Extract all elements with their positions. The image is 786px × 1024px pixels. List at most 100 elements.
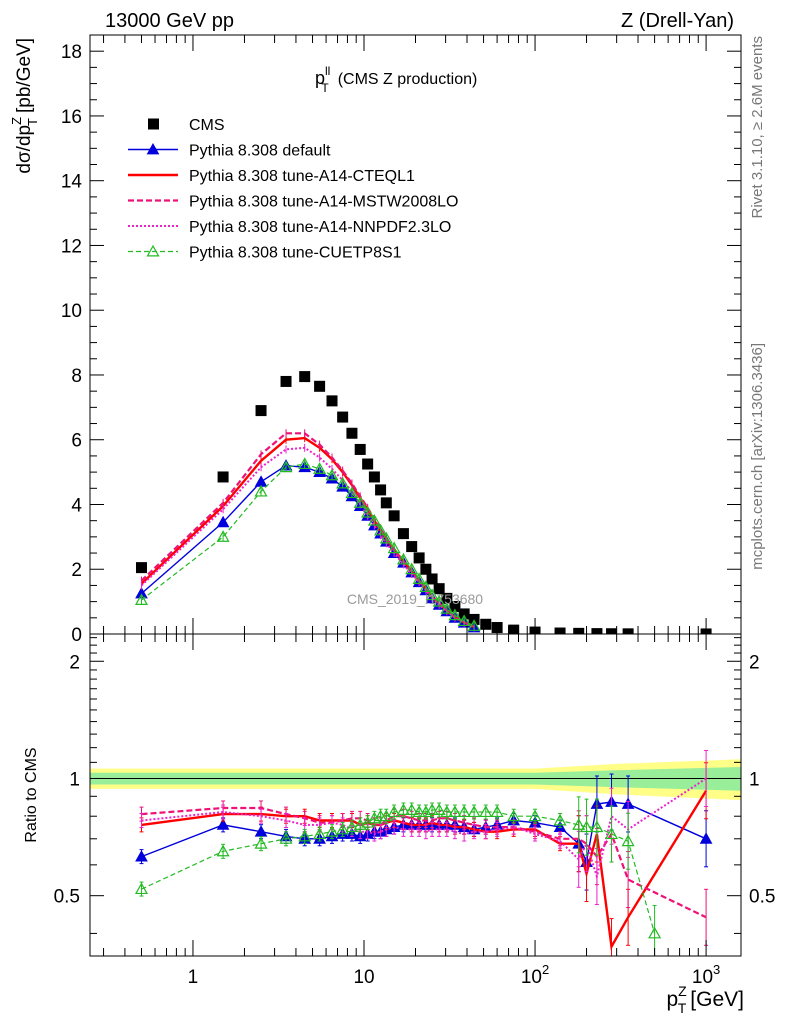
marker-cuetp xyxy=(313,462,327,474)
data-point-cms xyxy=(606,628,618,634)
marker-cuetp xyxy=(361,505,375,518)
ratio-marker-cuetp xyxy=(279,832,293,844)
main-y-label-units: [pb/GeV] xyxy=(14,38,35,113)
x-tick-label: 1 xyxy=(188,967,199,988)
data-point-cms xyxy=(368,471,380,483)
y-tick-label: 14 xyxy=(61,172,83,193)
plot-title-sub: T xyxy=(321,81,329,95)
header-left: 13000 GeV pp xyxy=(105,10,234,32)
series-cuetp xyxy=(134,457,481,631)
ratio-marker-cuetp xyxy=(336,822,350,835)
legend-label-data: CMS xyxy=(189,117,225,134)
data-point-cms xyxy=(280,375,292,387)
marker-cuetp xyxy=(425,588,439,601)
data-point-cms xyxy=(591,628,603,634)
main-plot-area xyxy=(134,371,712,634)
marker-cuetp xyxy=(448,608,462,621)
ratio-y-tick-label: 2 xyxy=(69,652,80,673)
main-y-axis: 0 2 4 6 8 10 12 14 16 18 xyxy=(61,34,741,646)
marker-cuetp xyxy=(405,562,419,575)
data-point-cms xyxy=(397,528,409,540)
marker-cuetp xyxy=(367,513,381,526)
y-tick-label: 4 xyxy=(71,495,82,516)
data-point-cms xyxy=(426,573,438,585)
ratio-marker-default xyxy=(699,832,713,844)
data-point-cms xyxy=(135,562,147,574)
legend-entry-mstw: Pythia 8.308 tune-A14-MSTW2008LO xyxy=(128,194,458,211)
legend-entry-data: CMS xyxy=(148,117,225,134)
ratio-marker-cuetp xyxy=(405,803,419,815)
data-point-cms xyxy=(375,484,387,496)
marker-default xyxy=(216,515,230,528)
ratio-marker-cuetp xyxy=(361,815,375,828)
legend-marker-cms xyxy=(148,118,159,130)
legend-marker-default xyxy=(146,142,160,155)
legend-entry-cteql1: Pythia 8.308 tune-A14-CTEQL1 xyxy=(128,168,415,185)
data-point-cms xyxy=(326,395,338,407)
data-point-cms xyxy=(458,608,470,620)
y-tick-label: 6 xyxy=(71,431,82,452)
ratio-marker-cuetp xyxy=(507,809,521,822)
plot-title-rest: (CMS Z production) xyxy=(338,71,478,88)
ratio-marker-cuetp xyxy=(425,803,439,815)
data-point-cms xyxy=(354,443,366,455)
data-point-cms xyxy=(314,380,326,392)
x-label-main: p xyxy=(666,988,678,1011)
ratio-y-tick-label: 0.5 xyxy=(54,887,80,908)
x-label-units: [GeV] xyxy=(690,988,744,1011)
main-y-label-sub: T xyxy=(25,118,40,126)
main-y-label-main: dσ/dp xyxy=(14,125,35,174)
marker-cuetp xyxy=(412,572,426,584)
ratio-line-cteql1 xyxy=(141,790,708,951)
marker-cuetp xyxy=(396,552,410,565)
data-point-cms xyxy=(388,510,400,522)
x-tick-label: 102 xyxy=(521,962,549,988)
ratio-marker-cuetp xyxy=(448,805,462,818)
plot-title-main: p xyxy=(315,68,325,88)
ratio-marker-cuetp xyxy=(440,805,454,818)
marker-cuetp xyxy=(134,593,149,606)
legend-entry-default: Pythia 8.308 default xyxy=(128,143,331,160)
legend: CMS Pythia 8.308 default Pythia 8.308 tune… xyxy=(128,117,458,262)
legend-label-nnpdf: Pythia 8.308 tune-A14-NNPDF2.3LO xyxy=(189,219,451,236)
ratio-marker-cuetp xyxy=(490,805,504,818)
main-y-axis-label: dσ/dpZT [pb/GeV] xyxy=(9,38,40,174)
ratio-marker-cuetp xyxy=(387,805,401,818)
ratio-y-axis-label: Ratio to CMS xyxy=(23,747,40,842)
ratio-marker-cuetp xyxy=(590,820,604,833)
data-point-cms xyxy=(480,618,492,630)
y-tick-label: 18 xyxy=(61,42,82,63)
ratio-plot-area xyxy=(90,749,741,956)
data-point-cms xyxy=(337,411,349,423)
data-point-cms xyxy=(441,592,453,604)
data-point-cms xyxy=(255,405,267,417)
rivet-side-text: Rivet 3.1.10, ≥ 2.6M events xyxy=(749,36,766,219)
ratio-panel: 0.5 0.5 1 1 2 2 1 10 102 103 Ratio to CMS pZ T [Ge… xyxy=(23,633,775,1016)
data-point-cms xyxy=(380,497,392,509)
marker-cuetp xyxy=(440,602,454,614)
marker-cuetp xyxy=(457,614,471,627)
marker-cuetp xyxy=(379,531,393,544)
ratio-marker-default xyxy=(216,818,230,830)
legend-label-cteql1: Pythia 8.308 tune-A14-CTEQL1 xyxy=(189,168,415,185)
data-point-cms xyxy=(413,552,425,564)
data-point-cms xyxy=(362,458,374,470)
ratio-marker-cuetp xyxy=(353,818,367,830)
y-tick-label: 10 xyxy=(61,301,82,322)
data-point-cms xyxy=(217,471,229,483)
ratio-marker-cuetp xyxy=(254,836,268,849)
ratio-marker-cuetp xyxy=(580,820,594,833)
ratio-y-tick-label-right: 2 xyxy=(749,652,760,673)
ratio-marker-cuetp xyxy=(345,820,359,833)
legend-marker-cuetp xyxy=(146,244,160,257)
ratio-marker-cuetp xyxy=(553,813,567,826)
legend-entry-cuetp: Pythia 8.308 tune-CUETP8S1 xyxy=(128,245,402,262)
ratio-line-mstw xyxy=(141,806,707,919)
ratio-marker-cuetp xyxy=(298,829,312,842)
ratio-marker-cuetp xyxy=(313,827,327,840)
ratio-marker-cuetp xyxy=(528,809,542,822)
data-point-cms xyxy=(622,628,634,634)
x-tick-label: 103 xyxy=(692,962,720,988)
x-label-sup: Z xyxy=(678,983,687,999)
